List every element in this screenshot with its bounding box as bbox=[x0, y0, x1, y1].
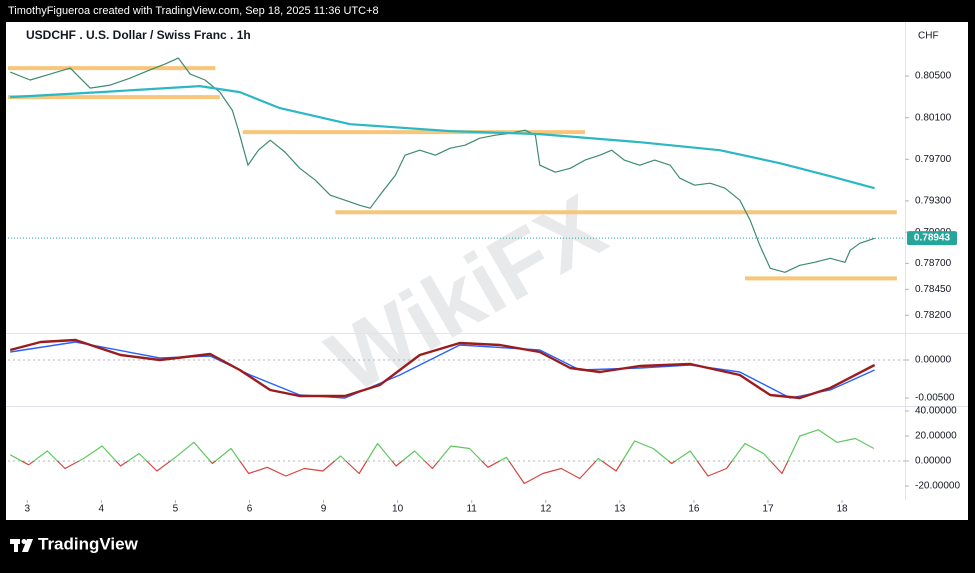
series-line bbox=[9, 429, 875, 485]
x-tick-label: 6 bbox=[247, 504, 253, 515]
series-line bbox=[9, 338, 876, 400]
x-tick-label: 5 bbox=[173, 504, 179, 515]
y-tick-label: 0.80100 bbox=[915, 112, 952, 123]
x-tick-label: 10 bbox=[392, 504, 404, 515]
y-tick-label: 40.00000 bbox=[915, 406, 957, 417]
series-line bbox=[10, 85, 875, 190]
y-tick-label: 0.00000 bbox=[915, 355, 952, 366]
x-tick-label: 9 bbox=[321, 504, 327, 515]
y-tick-label: 20.00000 bbox=[915, 431, 957, 442]
x-tick-label: 17 bbox=[762, 504, 774, 515]
x-tick-label: 16 bbox=[688, 504, 700, 515]
x-tick-label: 4 bbox=[99, 504, 105, 515]
y-tick-label: 0.80500 bbox=[915, 71, 952, 82]
logo-shape bbox=[14, 539, 18, 552]
y-tick-label: -20.00000 bbox=[915, 481, 960, 492]
last-price-label: 0.78943 bbox=[914, 233, 951, 244]
y-tick-label: -0.00500 bbox=[915, 393, 955, 404]
chart-title: USDCHF . U.S. Dollar / Swiss Franc . 1h bbox=[26, 28, 251, 42]
last-price-box bbox=[907, 231, 957, 246]
y-tick-label: 0.78200 bbox=[915, 310, 952, 321]
y-tick-label: 0.79300 bbox=[915, 196, 952, 207]
x-tick-label: 11 bbox=[466, 504, 477, 515]
y-tick-label: 0.78450 bbox=[915, 284, 952, 295]
x-tick-label: 13 bbox=[614, 504, 626, 515]
footer-logo-text: TradingView bbox=[38, 534, 139, 553]
x-tick-label: 18 bbox=[836, 504, 848, 515]
header-text: TimothyFigueroa created with TradingView… bbox=[8, 5, 379, 17]
tv-logo: TradingView bbox=[10, 534, 139, 553]
logo-shape bbox=[21, 539, 27, 544]
y-tick-label: 0.79700 bbox=[915, 154, 952, 165]
x-tick-label: 12 bbox=[540, 504, 552, 515]
x-tick-label: 3 bbox=[24, 504, 30, 515]
y-tick-label: 0.78700 bbox=[915, 258, 952, 269]
series-line bbox=[9, 57, 875, 273]
y-tick-label: 0.00000 bbox=[915, 456, 952, 467]
currency-label: CHF bbox=[918, 31, 939, 42]
logo-shape bbox=[22, 539, 33, 552]
chart-area bbox=[6, 22, 968, 520]
